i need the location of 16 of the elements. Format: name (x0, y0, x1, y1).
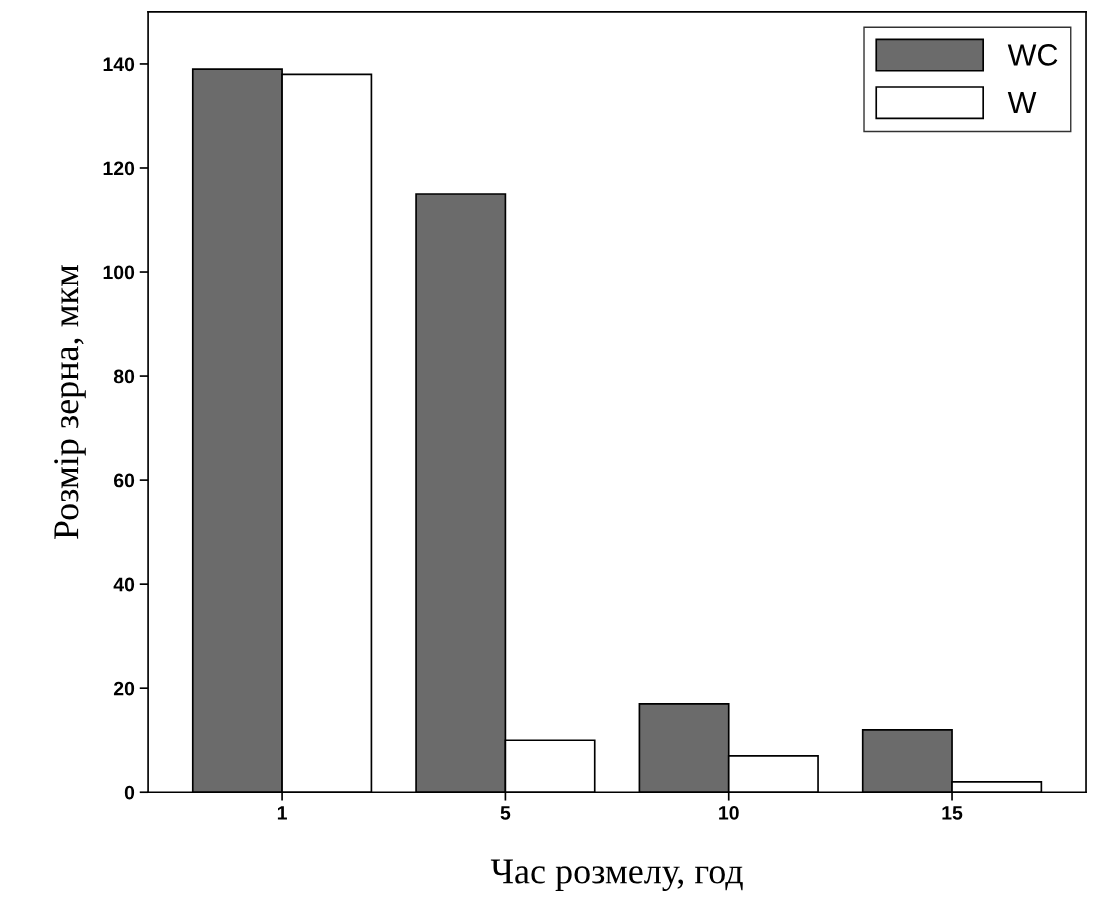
y-tick-label: 140 (103, 57, 135, 72)
y-tick-label: 60 (113, 473, 135, 488)
y-tick-label: 40 (113, 577, 135, 592)
x-tick-label: 15 (942, 806, 963, 820)
legend-label: W (1007, 91, 1037, 113)
legend-label: WC (1007, 44, 1058, 66)
y-axis-title: Розмір зерна, мкм (54, 264, 86, 540)
y-tick-label: 80 (113, 369, 135, 384)
y-tick-label: 20 (113, 681, 135, 696)
x-tick-label: 10 (719, 805, 739, 820)
x-axis-title: Час розмелу, год (490, 859, 743, 892)
x-tick-label: 1 (277, 806, 287, 820)
y-tick-label: 0 (124, 785, 135, 800)
y-tick-label: 120 (103, 161, 135, 176)
x-tick-label: 5 (500, 806, 511, 820)
y-tick-label: 100 (103, 265, 135, 280)
